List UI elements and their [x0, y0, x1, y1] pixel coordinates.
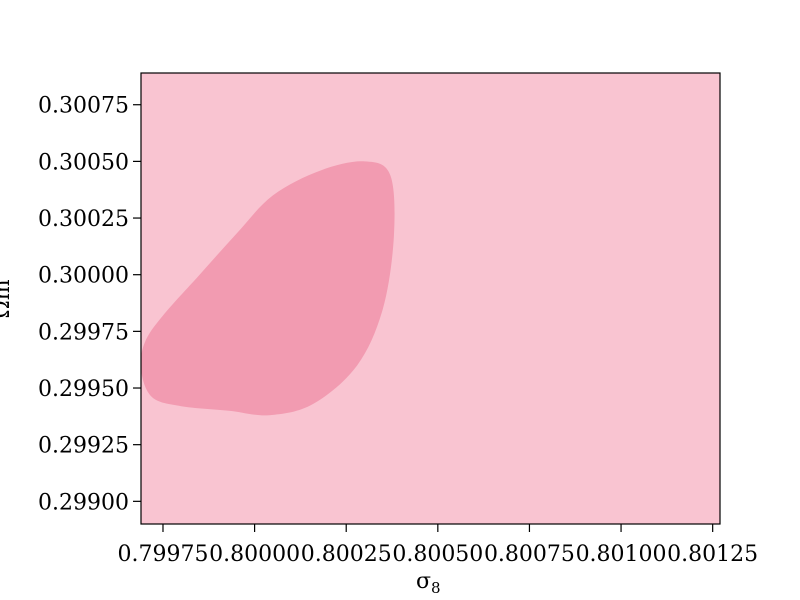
- y-tick-label: 0.30025: [38, 207, 129, 232]
- y-tick-label: 0.30075: [38, 94, 129, 119]
- x-tick-label: 0.80100: [576, 542, 667, 567]
- y-tick-label: 0.30050: [38, 150, 129, 175]
- plot-frame: [140, 72, 721, 525]
- y-axis-ticks: 0.29900 0.29925 0.29950 0.29975 0.30000 0.300…: [38, 94, 141, 515]
- y-tick-label: 0.29900: [38, 490, 129, 515]
- y-axis-label: Ωm: [0, 279, 15, 318]
- x-tick-label: 0.80050: [392, 542, 483, 567]
- y-tick-label: 0.29925: [38, 434, 129, 459]
- x-axis-ticks: 0.79975 0.80000 0.80025 0.80050 0.80075 0.801…: [117, 524, 758, 567]
- y-tick-label: 0.29950: [38, 377, 129, 402]
- y-tick-label: 0.30000: [38, 264, 129, 289]
- x-tick-label: 0.80025: [301, 542, 392, 567]
- x-tick-label: 0.80000: [209, 542, 300, 567]
- x-tick-label: 0.80125: [667, 542, 758, 567]
- inner-confidence-region: [141, 161, 395, 416]
- x-axis-label: σ8: [416, 569, 441, 597]
- y-tick-label: 0.29975: [38, 320, 129, 345]
- x-tick-label: 0.80075: [484, 542, 575, 567]
- x-tick-label: 0.79975: [117, 542, 208, 567]
